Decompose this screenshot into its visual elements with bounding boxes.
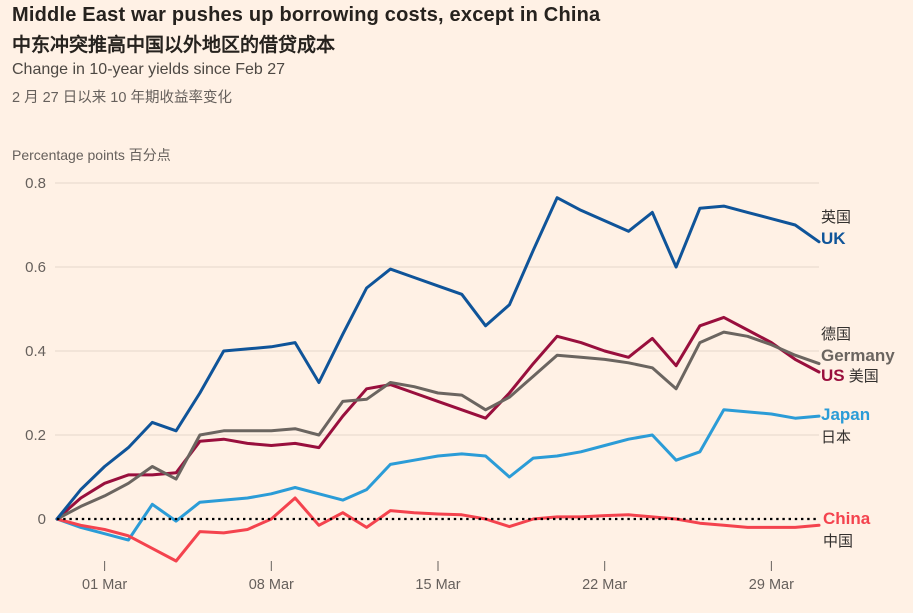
x-axis-label: 01 Mar xyxy=(82,577,127,593)
subtitle-chinese: 2 月 27 日以来 10 年期收益率变化 xyxy=(12,90,232,106)
legend-japan-label-en: Japan xyxy=(821,405,871,424)
legend-china-label-zh: 中国 xyxy=(823,533,854,550)
series-line-china xyxy=(55,496,821,563)
y-axis-unit-label: Percentage points 百分点 xyxy=(12,147,171,163)
subtitle: Change in 10-year yields since Feb 27 xyxy=(12,61,286,78)
legend-china-label-en: China xyxy=(823,509,871,528)
legend-us-label-zh: 美国 xyxy=(844,368,879,385)
page-title: Middle East war pushes up borrowing cost… xyxy=(12,4,601,26)
y-axis-label: 0.6 xyxy=(25,259,46,276)
y-axis-label: 0.8 xyxy=(25,175,46,192)
legend-china: China 中国 xyxy=(823,508,870,552)
x-axis-label: 29 Mar xyxy=(749,577,794,593)
legend-japan: Japan 日本 xyxy=(821,404,870,448)
x-axis-label: 22 Mar xyxy=(582,577,627,593)
legend-uk: 英国 UK xyxy=(821,207,851,249)
y-axis-label: 0 xyxy=(38,511,46,528)
series-line-germany xyxy=(55,330,821,521)
legend-us-label-en: US xyxy=(821,366,845,385)
x-axis-label: 15 Mar xyxy=(415,577,460,593)
page-title-chinese: 中东冲突推高中国以外地区的借贷成本 xyxy=(12,35,336,56)
legend-germany-label-en: Germany xyxy=(821,346,895,365)
series-line-japan xyxy=(55,408,821,542)
y-axis-label: 0.2 xyxy=(25,427,46,444)
y-axis-label: 0.4 xyxy=(25,343,46,360)
series-line-us xyxy=(55,315,821,521)
legend-uk-label-en: UK xyxy=(821,229,846,248)
legend-germany: 德国 Germany xyxy=(821,324,895,366)
legend-germany-label-zh: 德国 xyxy=(821,326,852,343)
x-axis-label: 08 Mar xyxy=(249,577,294,593)
legend-us: US 美国 xyxy=(821,365,879,387)
legend-japan-label-zh: 日本 xyxy=(821,429,852,446)
series-line-uk xyxy=(55,196,821,521)
legend-uk-label-zh: 英国 xyxy=(821,209,852,226)
